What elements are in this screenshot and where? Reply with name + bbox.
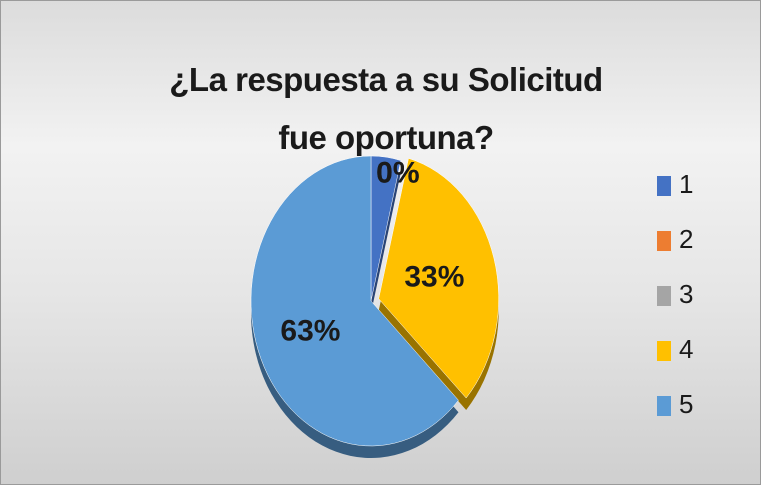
legend-label: 3 — [679, 279, 693, 309]
slice — [378, 158, 499, 399]
legend-label: 2 — [679, 224, 693, 254]
data-label: 0% — [376, 157, 419, 190]
data-label: 63% — [280, 315, 340, 348]
data-label: 33% — [404, 261, 464, 294]
legend-label: 4 — [679, 334, 693, 364]
legend-swatch — [657, 176, 671, 196]
slice — [250, 155, 459, 447]
legend-label: 5 — [679, 389, 693, 419]
data-label: 0% — [376, 157, 419, 190]
legend-label: 1 — [679, 169, 693, 199]
legend-swatch — [657, 396, 671, 416]
legend-swatch — [657, 231, 671, 251]
legend-swatch — [657, 286, 671, 306]
legend-swatch — [657, 341, 671, 361]
chart-title: ¿La respuesta a su Solicitud fue oportun… — [169, 61, 603, 156]
